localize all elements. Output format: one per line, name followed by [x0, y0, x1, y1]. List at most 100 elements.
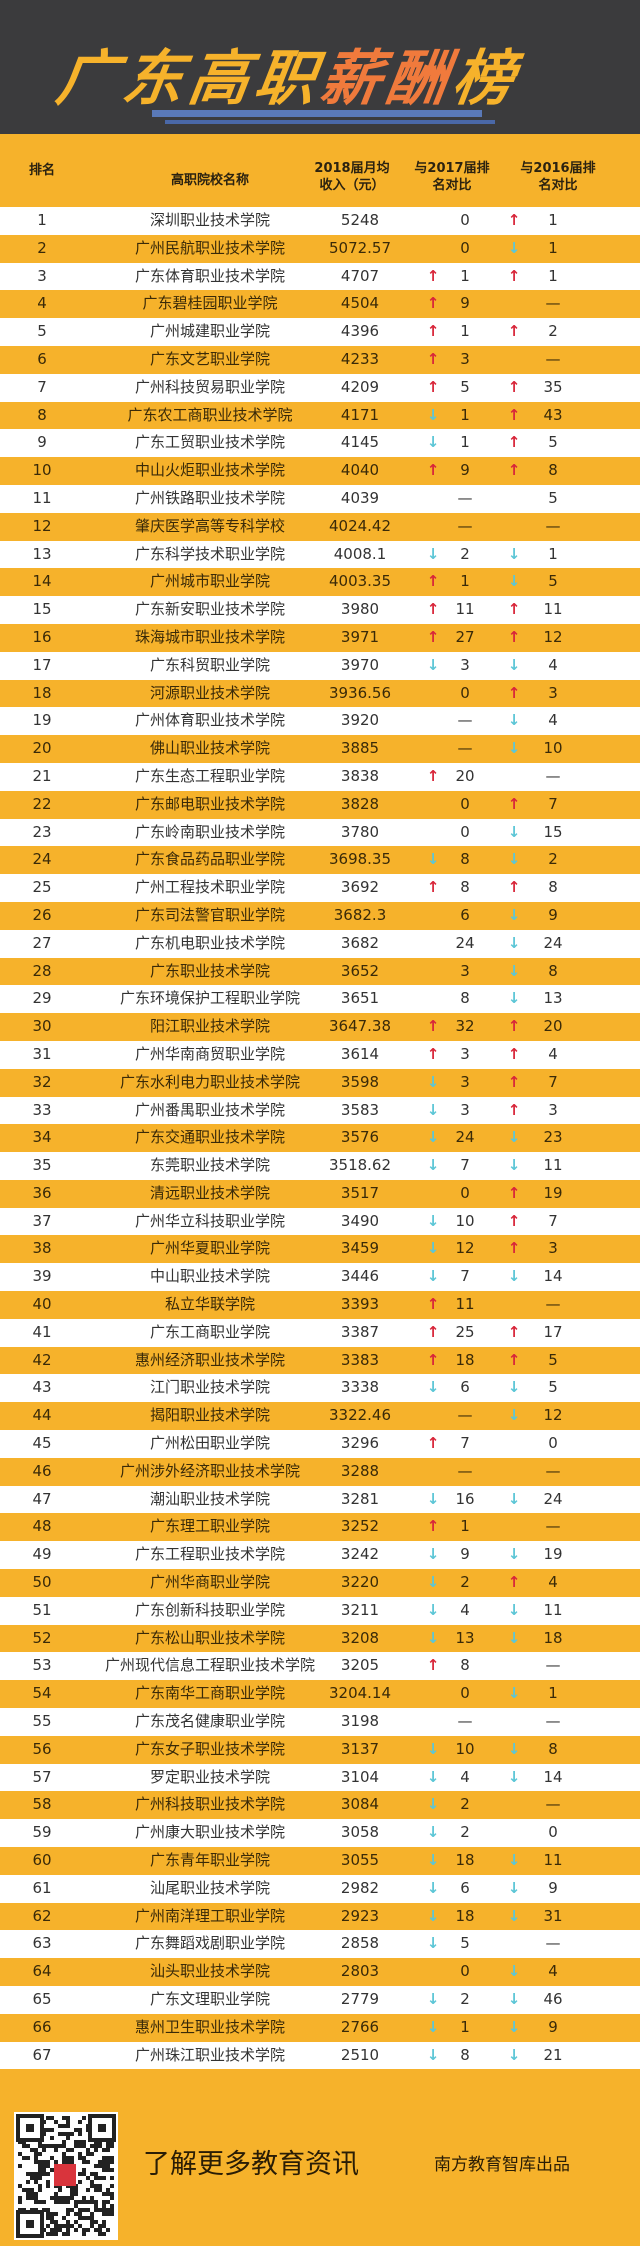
vs2016-cell: 12	[543, 627, 563, 646]
rank-cell: 6	[37, 349, 47, 368]
rank-cell: 30	[32, 1017, 52, 1036]
income-cell: 3598	[340, 1072, 380, 1091]
vs2017-cell: 0	[460, 238, 470, 257]
income-cell: 3936.56	[328, 683, 392, 702]
arrow-up-icon: ↑	[507, 405, 521, 424]
income-cell: 3517	[340, 1183, 380, 1202]
footer-slogan: 了解更多教育资讯	[143, 2149, 359, 2180]
table-row: 11 广州铁路职业技术学院 4039 — 5	[0, 484, 640, 513]
vs2017-cell: 8	[460, 878, 470, 897]
income-cell: 3242	[340, 1545, 380, 1564]
vs2017-cell: —	[457, 1461, 473, 1480]
vs2016-cell: 23	[543, 1128, 563, 1147]
arrow-down-icon: ↓	[426, 1128, 440, 1147]
income-cell: 3288	[340, 1461, 380, 1480]
school-name-cell: 广东理工职业学院	[149, 1517, 270, 1536]
school-name-cell: 广东司法警官职业学院	[134, 905, 285, 924]
table-row: 4 广东碧桂园职业学院 4504 9 — ↑	[0, 290, 640, 319]
rank-cell: 41	[32, 1322, 52, 1341]
arrow-down-icon: ↓	[507, 2017, 521, 2036]
income-cell: 2923	[340, 1906, 380, 1925]
vs2016-cell: 14	[543, 1267, 563, 1286]
vs2016-cell: 8	[548, 461, 558, 480]
vs2016-cell: 5	[548, 488, 558, 507]
vs2017-cell: 0	[460, 822, 470, 841]
school-name-cell: 广州工程技术职业学院	[134, 878, 285, 897]
school-name-cell: 广州南洋理工职业学院	[134, 1906, 285, 1925]
vs2017-cell: 6	[460, 1878, 470, 1897]
rank-cell: 3	[37, 266, 47, 285]
vs2017-cell: —	[457, 739, 473, 758]
income-cell: 3698.35	[328, 850, 392, 869]
rank-cell: 19	[32, 711, 52, 730]
qr-code-icon	[14, 2112, 118, 2240]
income-cell: 4209	[340, 377, 380, 396]
income-cell: 4040	[340, 461, 380, 480]
table-row: 58 广州科技职业技术学院 3084 2 — ↓	[0, 1791, 640, 1820]
vs2016-cell: —	[545, 1712, 561, 1731]
arrow-up-icon: ↑	[507, 433, 521, 452]
vs2016-cell: 9	[548, 905, 558, 924]
arrow-down-icon: ↓	[507, 850, 521, 869]
income-cell: 5248	[340, 211, 380, 229]
rank-cell: 56	[32, 1739, 52, 1758]
vs2017-cell: 7	[460, 1434, 470, 1453]
table-row: 29 广东环境保护工程职业学院 3651 8 13 ↓	[0, 985, 640, 1014]
income-cell: 3971	[340, 627, 380, 646]
vs2017-cell: 20	[455, 766, 475, 785]
arrow-up-icon: ↑	[426, 1434, 440, 1453]
vs2016-cell: 4	[548, 1044, 558, 1063]
vs2017-cell: 10	[455, 1211, 475, 1230]
rank-cell: 64	[32, 1962, 52, 1981]
vs2016-cell: —	[545, 1461, 561, 1480]
school-name-cell: 惠州经济职业技术学院	[134, 1350, 285, 1369]
vs2017-cell: 1	[460, 572, 470, 591]
vs2017-cell: 3	[460, 1100, 470, 1119]
vs2016-cell: 2	[548, 322, 558, 341]
vs2016-cell: 11	[543, 600, 563, 619]
school-name-cell: 广东科贸职业学院	[149, 655, 270, 674]
table-row: 32 广东水利电力职业技术学院 3598 3 7 ↓ ↑	[0, 1068, 640, 1097]
income-cell: 4008.1	[333, 544, 387, 563]
school-name-cell: 广东机电职业技术学院	[134, 933, 285, 952]
arrow-down-icon: ↓	[507, 1767, 521, 1786]
table-row: 61 汕尾职业技术学院 2982 6 9 ↓ ↓	[0, 1874, 640, 1903]
arrow-down-icon: ↓	[426, 1823, 440, 1842]
vs2017-cell: 3	[460, 961, 470, 980]
vs2017-cell: 0	[460, 1962, 470, 1981]
school-name-cell: 广州科技贸易职业学院	[134, 377, 285, 396]
rank-cell: 7	[37, 377, 47, 396]
arrow-down-icon: ↓	[426, 1767, 440, 1786]
header-income: 2018届月均收入（元）	[314, 161, 390, 193]
arrow-up-icon: ↑	[507, 461, 521, 480]
table-row: 9 广东工贸职业技术学院 4145 1 5 ↓ ↑	[0, 429, 640, 458]
income-cell: 3780	[340, 822, 380, 841]
arrow-down-icon: ↓	[426, 1267, 440, 1286]
school-name-cell: 佛山职业技术学院	[149, 739, 270, 758]
income-cell: 3682	[340, 933, 380, 952]
arrow-down-icon: ↓	[507, 1878, 521, 1897]
vs2017-cell: 2	[460, 544, 470, 563]
rank-cell: 59	[32, 1823, 52, 1842]
vs2016-cell: 3	[548, 1100, 558, 1119]
table-row: 34 广东交通职业技术学院 3576 24 23 ↓ ↓	[0, 1124, 640, 1153]
income-cell: 3137	[340, 1739, 380, 1758]
arrow-down-icon: ↓	[426, 1072, 440, 1091]
arrow-down-icon: ↓	[507, 1489, 521, 1508]
vs2017-cell: 4	[460, 1600, 470, 1619]
table-row: 33 广州番禺职业技术学院 3583 3 3 ↓ ↑	[0, 1096, 640, 1125]
table-row: 53 广州现代信息工程职业技术学院 3205 8 — ↑	[0, 1652, 640, 1681]
income-cell: 2982	[340, 1878, 380, 1897]
arrow-down-icon: ↓	[426, 1628, 440, 1647]
vs2016-cell: 11	[543, 1600, 563, 1619]
vs2016-cell: 17	[543, 1322, 563, 1341]
arrow-up-icon: ↑	[426, 1322, 440, 1341]
school-name-cell: 深圳职业技术学院	[149, 211, 270, 229]
vs2016-cell: 19	[543, 1183, 563, 1202]
arrow-down-icon: ↓	[507, 739, 521, 758]
school-name-cell: 广州城市职业学院	[149, 572, 270, 591]
vs2016-cell: 8	[548, 878, 558, 897]
arrow-up-icon: ↑	[507, 1239, 521, 1258]
school-name-cell: 广东农工商职业技术学院	[127, 405, 293, 424]
income-cell: 4707	[340, 266, 380, 285]
